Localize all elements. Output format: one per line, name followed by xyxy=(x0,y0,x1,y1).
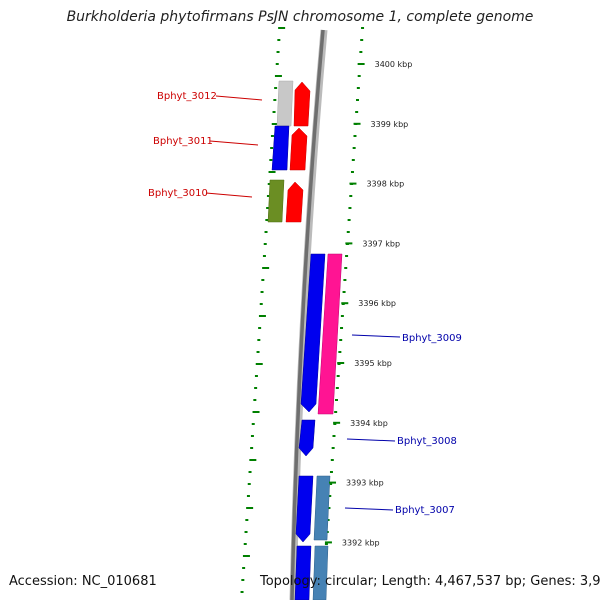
gene-leader-line xyxy=(215,95,263,101)
scale-tick-label: 3399 kbp xyxy=(371,120,409,129)
scale-tick-label: 3400 kbp xyxy=(375,60,413,69)
gene-label[interactable]: Bphyt_3007 xyxy=(395,505,455,516)
gene-feature-steelblue[interactable] xyxy=(313,475,331,541)
gene-arrow-bphyt-3012[interactable] xyxy=(293,81,311,127)
scale-tick-label: 3397 kbp xyxy=(362,239,400,248)
gene-arrow-bphyt-3009[interactable] xyxy=(300,253,326,413)
gene-leader-line xyxy=(346,438,396,442)
scale-tick-label: 3396 kbp xyxy=(358,299,396,308)
gene-arrow-bphyt-3010[interactable] xyxy=(285,181,304,223)
scale-tick-label: 3394 kbp xyxy=(350,419,388,428)
gene-leader-line xyxy=(344,507,394,511)
gene-labels: Bphyt_3012 Bphyt_3011 Bphyt_3010 Bphyt_3009… xyxy=(148,91,462,516)
gene-label[interactable]: Bphyt_3011 xyxy=(153,136,213,147)
scale-tick-label: 3395 kbp xyxy=(354,359,392,368)
gene-arrow-bphyt-3011[interactable] xyxy=(289,127,308,171)
gene-feature-blue-bottom[interactable] xyxy=(294,545,312,600)
gene-arrow-bphyt-3007[interactable] xyxy=(295,475,314,543)
scale-tick-labels: 3400 kbp 3399 kbp 3398 kbp 3397 kbp 3396 kbp… xyxy=(324,60,413,547)
inner-ring-ticks xyxy=(240,27,286,593)
gene-feature-magenta[interactable] xyxy=(317,253,343,415)
gene-label[interactable]: Bphyt_3012 xyxy=(157,91,217,102)
gene-label[interactable]: Bphyt_3009 xyxy=(402,333,462,344)
scale-tick-label: 3392 kbp xyxy=(342,538,380,547)
genome-stats-label: Topology: circular; Length: 4,467,537 bp… xyxy=(260,574,600,589)
ring-band xyxy=(228,24,362,600)
gene-feature-olive[interactable] xyxy=(267,179,285,223)
backbone-line xyxy=(290,29,325,600)
gene-feature-grey[interactable] xyxy=(276,80,294,127)
gene-arrow-bphyt-3008[interactable] xyxy=(298,419,316,457)
map-title: Burkholderia phytofirmans PsJN chromosom… xyxy=(66,9,534,25)
scale-tick-label: 3398 kbp xyxy=(366,180,404,189)
gene-feature-steelblue-bottom[interactable] xyxy=(312,545,329,600)
scale-tick-label: 3393 kbp xyxy=(346,479,384,488)
feature-track-lower xyxy=(294,253,343,600)
gene-leader-line xyxy=(205,192,253,198)
gene-leader-line xyxy=(351,334,401,338)
gene-feature-blue[interactable] xyxy=(271,125,290,171)
feature-track-upper xyxy=(267,80,311,223)
gene-label[interactable]: Bphyt_3010 xyxy=(148,188,208,199)
accession-label: Accession: NC_010681 xyxy=(9,574,157,589)
gene-leader-line xyxy=(209,140,259,146)
gene-label[interactable]: Bphyt_3008 xyxy=(397,436,457,447)
